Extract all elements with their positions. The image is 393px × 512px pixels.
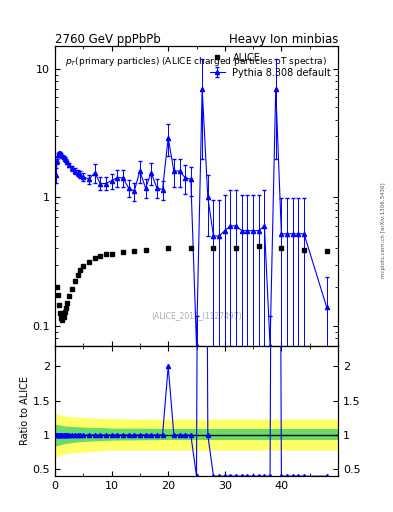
- ALICE: [81, 263, 86, 269]
- ALICE: [55, 284, 59, 290]
- Text: Heavy Ion minbias: Heavy Ion minbias: [229, 33, 338, 46]
- Legend: ALICE, Pythia 8.308 default: ALICE, Pythia 8.308 default: [206, 49, 335, 81]
- Line: ALICE: ALICE: [55, 244, 329, 322]
- ALICE: [55, 292, 60, 298]
- ALICE: [63, 305, 68, 311]
- ALICE: [104, 251, 108, 258]
- ALICE: [256, 243, 261, 249]
- ALICE: [279, 245, 284, 251]
- ALICE: [109, 250, 114, 257]
- ALICE: [70, 286, 74, 292]
- ALICE: [86, 259, 91, 265]
- ALICE: [72, 278, 77, 284]
- Y-axis label: Ratio to ALICE: Ratio to ALICE: [20, 376, 30, 445]
- ALICE: [61, 313, 66, 319]
- ALICE: [58, 310, 62, 316]
- ALICE: [121, 249, 125, 255]
- ALICE: [302, 247, 307, 253]
- ALICE: [189, 245, 193, 251]
- ALICE: [98, 253, 103, 259]
- ALICE: [211, 245, 216, 251]
- ALICE: [78, 267, 83, 273]
- ALICE: [324, 248, 329, 254]
- ALICE: [75, 272, 80, 278]
- ALICE: [92, 255, 97, 262]
- ALICE: [166, 245, 171, 251]
- ALICE: [59, 315, 64, 321]
- Text: (ALICE_2012_I1127497): (ALICE_2012_I1127497): [151, 311, 242, 321]
- ALICE: [234, 245, 239, 251]
- Text: mcplots.cern.ch [arXiv:1306.3436]: mcplots.cern.ch [arXiv:1306.3436]: [381, 183, 386, 278]
- ALICE: [67, 293, 72, 300]
- ALICE: [64, 300, 69, 306]
- ALICE: [60, 316, 65, 323]
- ALICE: [57, 302, 61, 308]
- ALICE: [143, 247, 148, 253]
- Text: $p_T$(primary particles) (ALICE charged particles pT spectra): $p_T$(primary particles) (ALICE charged …: [65, 55, 328, 68]
- ALICE: [62, 309, 67, 315]
- Text: 2760 GeV ppPbPb: 2760 GeV ppPbPb: [55, 33, 161, 46]
- ALICE: [132, 248, 137, 254]
